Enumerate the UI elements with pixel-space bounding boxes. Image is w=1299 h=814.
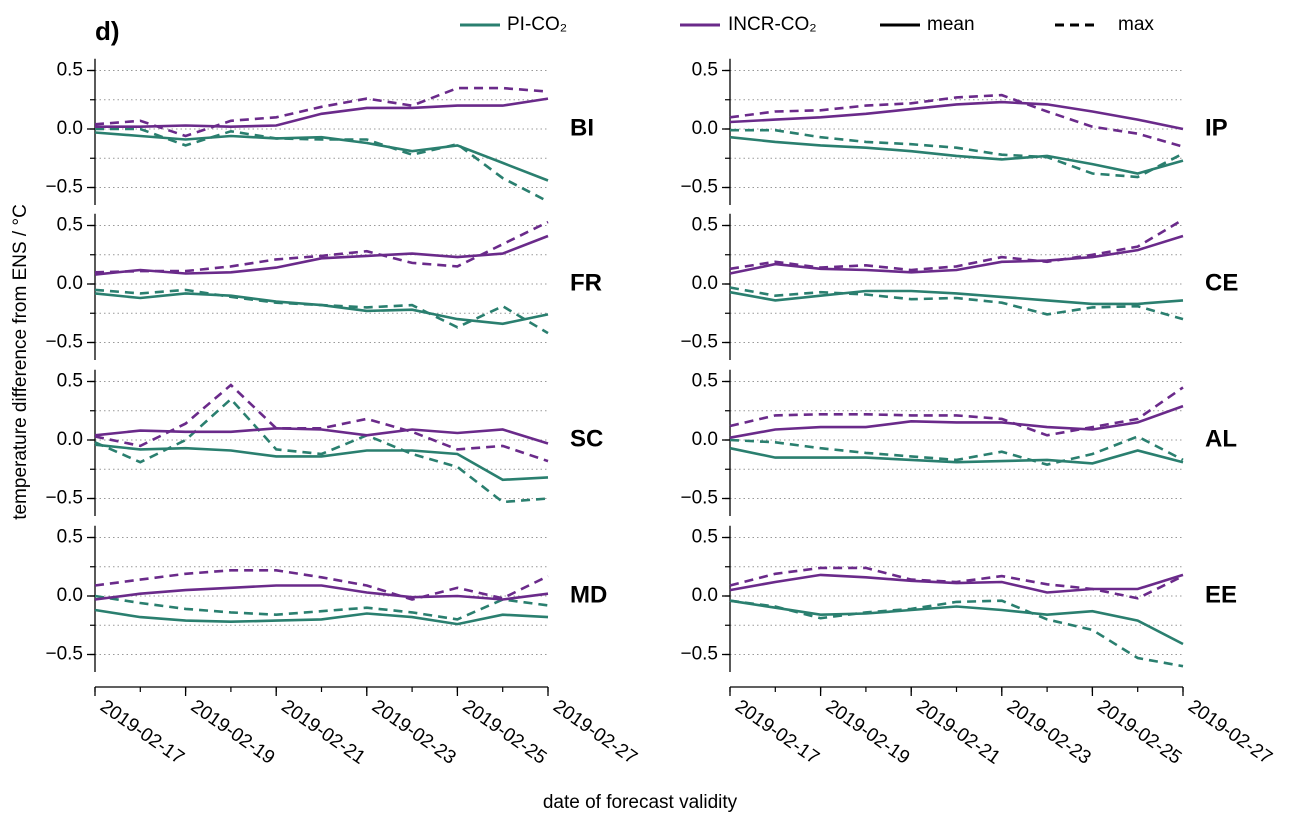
x-tick-label: 2019-02-17 (731, 696, 823, 769)
data-line (94, 426, 549, 445)
data-line (94, 288, 549, 335)
y-axis-label: temperature difference from ENS / °C (10, 204, 31, 520)
y-tick-label: 0.5 (692, 527, 718, 548)
data-line (94, 292, 549, 326)
data-line (94, 569, 549, 601)
x-tick-label: 2019-02-23 (368, 696, 460, 769)
x-tick-label: 2019-02-19 (187, 696, 279, 769)
panel-label: IP (1205, 114, 1228, 141)
y-tick-label: 0.0 (692, 429, 718, 450)
y-tick-label: 0.0 (57, 273, 83, 294)
data-line (94, 86, 549, 138)
data-line (729, 234, 1184, 275)
x-tick-label: 2019-02-17 (96, 696, 188, 769)
legend-label: mean (927, 14, 975, 35)
legend-label: max (1118, 14, 1154, 35)
x-axis-label: date of forecast validity (543, 792, 738, 813)
x-tick-label: 2019-02-23 (1003, 696, 1095, 769)
panel-label: MD (570, 581, 607, 608)
data-line (729, 286, 1184, 321)
data-line (729, 289, 1184, 306)
y-tick-label: 0.5 (692, 215, 718, 236)
x-tick-label: 2019-02-21 (912, 696, 1004, 769)
y-tick-label: 0.0 (692, 273, 718, 294)
data-line (729, 599, 1184, 668)
y-tick-label: 0.0 (57, 118, 83, 139)
y-tick-label: 0.5 (692, 371, 718, 392)
y-tick-label: 0.5 (692, 60, 718, 81)
x-tick-label: 2019-02-21 (277, 696, 369, 769)
data-line (94, 584, 549, 601)
data-line (729, 386, 1184, 437)
data-line (729, 135, 1184, 175)
data-line (729, 566, 1184, 600)
panel-label: BI (570, 114, 594, 141)
y-tick-label: −0.5 (45, 488, 83, 509)
y-tick-label: 0.0 (692, 585, 718, 606)
data-line (729, 599, 1184, 646)
x-tick-label: 2019-02-19 (822, 696, 914, 769)
panel-label: EE (1205, 581, 1237, 608)
panel-label: AL (1205, 425, 1237, 452)
legend-label: PI-CO₂ (507, 14, 567, 35)
x-tick-label: 2019-02-25 (459, 696, 551, 769)
panel-label: CE (1205, 269, 1238, 296)
legend-label: INCR-CO₂ (728, 14, 817, 35)
data-line (94, 383, 549, 463)
data-line (94, 397, 549, 504)
data-line (730, 128, 1184, 179)
data-line (729, 435, 1184, 466)
data-line (95, 127, 549, 203)
x-tick-label: 2019-02-27 (1184, 696, 1276, 769)
y-tick-label: −0.5 (680, 177, 718, 198)
data-line (729, 93, 1184, 148)
y-tick-label: 0.5 (57, 215, 83, 236)
data-line (94, 131, 549, 182)
data-line (95, 97, 549, 129)
chart-title: d) (95, 16, 120, 46)
panel-label: SC (570, 425, 603, 452)
panel-label: FR (570, 269, 602, 296)
y-tick-label: −0.5 (680, 332, 718, 353)
data-line (94, 220, 549, 274)
x-tick-label: 2019-02-25 (1094, 696, 1186, 769)
data-line (729, 446, 1184, 465)
y-tick-label: 0.5 (57, 527, 83, 548)
y-tick-label: 0.0 (57, 585, 83, 606)
y-tick-label: −0.5 (45, 177, 83, 198)
x-tick-label: 2019-02-27 (549, 696, 641, 769)
y-tick-label: −0.5 (45, 332, 83, 353)
y-tick-label: −0.5 (45, 644, 83, 665)
y-tick-label: −0.5 (680, 488, 718, 509)
y-tick-label: 0.5 (57, 60, 83, 81)
data-line (94, 608, 549, 626)
data-line (94, 594, 549, 621)
y-tick-label: 0.5 (57, 371, 83, 392)
data-line (729, 100, 1184, 131)
data-line (729, 218, 1184, 272)
data-line (729, 573, 1184, 594)
y-tick-label: 0.0 (57, 429, 83, 450)
y-tick-label: 0.0 (692, 118, 718, 139)
y-tick-label: −0.5 (680, 644, 718, 665)
data-line (729, 404, 1184, 439)
